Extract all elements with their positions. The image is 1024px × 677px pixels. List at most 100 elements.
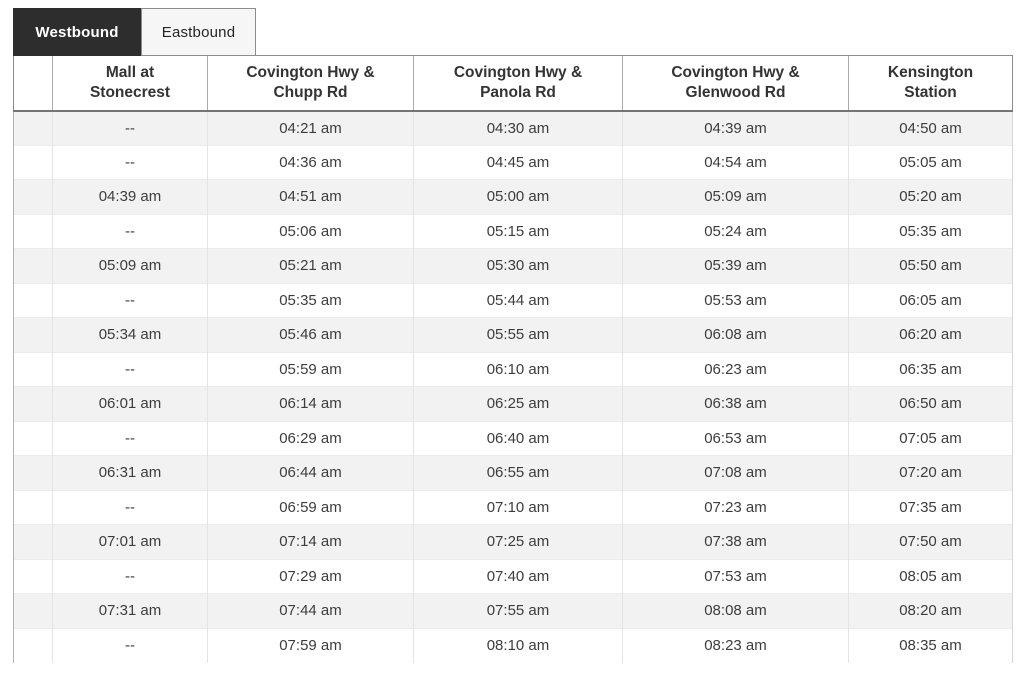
time-cell: 05:20 am — [848, 179, 1013, 214]
time-cell: 07:23 am — [622, 489, 849, 525]
time-cell: 05:35 am — [848, 213, 1013, 249]
time-cell: 08:10 am — [413, 627, 623, 663]
time-cell: 05:24 am — [622, 213, 849, 249]
time-cell: -- — [52, 282, 208, 318]
time-cell: 06:01 am — [52, 386, 208, 421]
table-row: 05:09 am 05:21 am 05:30 am 05:39 am 05:50 am — [13, 248, 1013, 283]
table-row: 06:31 am 06:44 am 06:55 am 07:08 am 07:20 am — [13, 455, 1013, 490]
table-row: -- 05:06 am 05:15 am 05:24 am 05:35 am — [13, 213, 1013, 249]
time-cell: 05:55 am — [413, 317, 623, 352]
time-cell: 05:46 am — [207, 317, 414, 352]
row-spacer-cell — [13, 524, 53, 559]
time-cell: 08:35 am — [848, 627, 1013, 663]
row-spacer-cell — [13, 282, 53, 318]
time-cell: 06:44 am — [207, 455, 414, 490]
time-cell: 07:40 am — [413, 558, 623, 594]
time-cell: 07:50 am — [848, 524, 1013, 559]
header-spacer-cell — [13, 55, 53, 112]
time-cell: 05:39 am — [622, 248, 849, 283]
time-cell: 05:30 am — [413, 248, 623, 283]
table-row: -- 06:59 am 07:10 am 07:23 am 07:35 am — [13, 489, 1013, 525]
row-spacer-cell — [13, 351, 53, 387]
tab-eastbound[interactable]: Eastbound — [141, 8, 256, 55]
time-cell: 06:08 am — [622, 317, 849, 352]
time-cell: 04:36 am — [207, 144, 414, 180]
time-cell: 05:44 am — [413, 282, 623, 318]
row-spacer-cell — [13, 179, 53, 214]
time-cell: 04:30 am — [413, 110, 623, 145]
time-cell: 05:59 am — [207, 351, 414, 387]
time-cell: 08:20 am — [848, 593, 1013, 628]
time-cell: 05:09 am — [52, 248, 208, 283]
time-cell: 07:55 am — [413, 593, 623, 628]
row-spacer-cell — [13, 558, 53, 594]
time-cell: 04:51 am — [207, 179, 414, 214]
time-cell: 04:54 am — [622, 144, 849, 180]
tab-westbound[interactable]: Westbound — [13, 8, 141, 56]
row-spacer-cell — [13, 110, 53, 145]
time-cell: -- — [52, 558, 208, 594]
time-cell: 06:20 am — [848, 317, 1013, 352]
time-cell: 08:08 am — [622, 593, 849, 628]
time-cell: 06:25 am — [413, 386, 623, 421]
time-cell: 06:53 am — [622, 420, 849, 456]
schedule-widget: Westbound Eastbound Mall at Stonecrest Co… — [13, 8, 1024, 663]
schedule-table-header-row: Mall at Stonecrest Covington Hwy & Chupp … — [13, 55, 1013, 112]
table-row: 06:01 am 06:14 am 06:25 am 06:38 am 06:50 am — [13, 386, 1013, 421]
time-cell: 07:29 am — [207, 558, 414, 594]
column-header: Covington Hwy & Glenwood Rd — [622, 55, 849, 112]
table-row: 07:01 am 07:14 am 07:25 am 07:38 am 07:50 am — [13, 524, 1013, 559]
time-cell: 06:59 am — [207, 489, 414, 525]
table-row: 04:39 am 04:51 am 05:00 am 05:09 am 05:20 am — [13, 179, 1013, 214]
time-cell: 06:05 am — [848, 282, 1013, 318]
time-cell: -- — [52, 420, 208, 456]
time-cell: 04:50 am — [848, 110, 1013, 145]
row-spacer-cell — [13, 248, 53, 283]
time-cell: -- — [52, 627, 208, 663]
column-header: Mall at Stonecrest — [52, 55, 208, 112]
row-spacer-cell — [13, 593, 53, 628]
table-row: 07:31 am 07:44 am 07:55 am 08:08 am 08:20 am — [13, 593, 1013, 628]
time-cell: 06:10 am — [413, 351, 623, 387]
row-spacer-cell — [13, 213, 53, 249]
time-cell: 05:34 am — [52, 317, 208, 352]
time-cell: 07:14 am — [207, 524, 414, 559]
time-cell: 05:06 am — [207, 213, 414, 249]
row-spacer-cell — [13, 317, 53, 352]
time-cell: -- — [52, 213, 208, 249]
time-cell: 07:59 am — [207, 627, 414, 663]
table-row: -- 06:29 am 06:40 am 06:53 am 07:05 am — [13, 420, 1013, 456]
column-header: Covington Hwy & Chupp Rd — [207, 55, 414, 112]
time-cell: 07:44 am — [207, 593, 414, 628]
table-row: -- 04:21 am 04:30 am 04:39 am 04:50 am — [13, 110, 1013, 145]
table-row: -- 07:59 am 08:10 am 08:23 am 08:35 am — [13, 627, 1013, 663]
time-cell: 05:09 am — [622, 179, 849, 214]
time-cell: 06:55 am — [413, 455, 623, 490]
time-cell: 06:14 am — [207, 386, 414, 421]
time-cell: 06:50 am — [848, 386, 1013, 421]
time-cell: 05:53 am — [622, 282, 849, 318]
table-row: -- 05:59 am 06:10 am 06:23 am 06:35 am — [13, 351, 1013, 387]
direction-tabs: Westbound Eastbound — [13, 8, 1024, 56]
column-header: Covington Hwy & Panola Rd — [413, 55, 623, 112]
time-cell: -- — [52, 489, 208, 525]
time-cell: 07:20 am — [848, 455, 1013, 490]
row-spacer-cell — [13, 455, 53, 490]
time-cell: 06:40 am — [413, 420, 623, 456]
time-cell: 07:05 am — [848, 420, 1013, 456]
time-cell: -- — [52, 144, 208, 180]
time-cell: 06:35 am — [848, 351, 1013, 387]
table-row: 05:34 am 05:46 am 05:55 am 06:08 am 06:20 am — [13, 317, 1013, 352]
time-cell: 05:35 am — [207, 282, 414, 318]
time-cell: 07:01 am — [52, 524, 208, 559]
table-row: -- 04:36 am 04:45 am 04:54 am 05:05 am — [13, 144, 1013, 180]
time-cell: 07:38 am — [622, 524, 849, 559]
time-cell: 04:21 am — [207, 110, 414, 145]
time-cell: 08:23 am — [622, 627, 849, 663]
time-cell: -- — [52, 110, 208, 145]
schedule-table: Mall at Stonecrest Covington Hwy & Chupp … — [13, 55, 1013, 663]
row-spacer-cell — [13, 627, 53, 663]
time-cell: 06:38 am — [622, 386, 849, 421]
column-header: Kensington Station — [848, 55, 1013, 112]
time-cell: 04:39 am — [52, 179, 208, 214]
